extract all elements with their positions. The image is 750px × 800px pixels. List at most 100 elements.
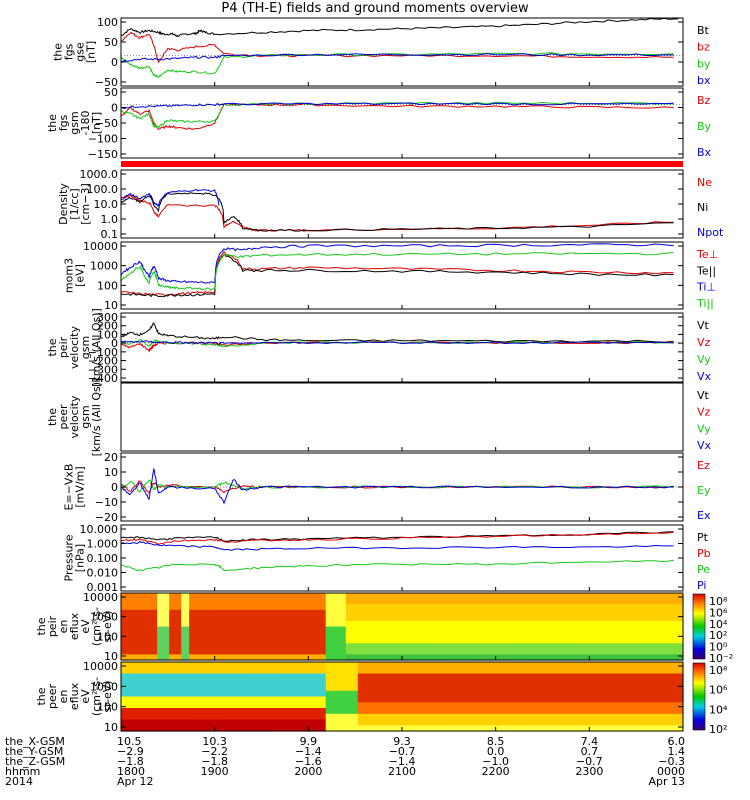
colorbar-label: 10² [709, 723, 727, 736]
y-tick-label: 10 [104, 721, 118, 734]
y-tick-label: 0.001 [87, 581, 119, 594]
y-axis-label-line: peir [46, 615, 59, 637]
y-axis-label-line: velocity [68, 326, 81, 369]
y-tick-label: 50 [104, 36, 118, 49]
legend-Vy: Vy [697, 422, 711, 435]
y-axis-label-line: the [46, 114, 59, 132]
series-line-Pe [120, 559, 674, 572]
x-axis-tick-label: 2300 [575, 765, 603, 778]
y-axis-label-line: gse [74, 42, 87, 62]
y-tick-label: 10 [104, 299, 118, 312]
series-line-Npot [120, 188, 220, 207]
y-axis-label-line: [km/s (All Qs)] [90, 378, 103, 457]
legend-Ex: Ex [697, 509, 711, 522]
y-tick-label: −150 [88, 148, 118, 161]
y-axis-label-line: peir [57, 336, 70, 358]
panel-frame [120, 169, 684, 239]
y-axis-label-line: velocity [68, 395, 81, 438]
series-line-by [120, 52, 674, 78]
x-axis-tick-label: 9.9 [300, 735, 318, 748]
x-axis-row-label: the_X-GSM [5, 735, 65, 748]
y-axis-label-line: sr-eV) [101, 680, 114, 712]
series-line-Pb [120, 531, 674, 545]
y-tick-label: 10000 [83, 240, 118, 253]
legend-bx: bx [697, 74, 711, 87]
legend-Pt: Pt [697, 531, 709, 544]
x-axis-tick-label: −1.6 [295, 755, 322, 768]
panel-5: 3002001000−100−200−300−400thepeirvelocit… [46, 308, 712, 387]
legend-Ni: Ni [697, 201, 708, 214]
x-axis-tick-label: Apr 13 [648, 775, 685, 788]
x-axis-tick-label: −2.9 [117, 745, 144, 758]
y-axis-label-line: gsm [79, 405, 92, 428]
x-axis-tick-label: −1.4 [389, 755, 416, 768]
y-axis-label-line: fgs [63, 43, 76, 60]
y-tick-label: −300 [88, 363, 118, 376]
series-line-Bz [120, 103, 674, 130]
series-line-Vx [120, 340, 674, 345]
colorbar-label: 10⁻² [709, 652, 733, 665]
y-tick-label: 100 [97, 279, 118, 292]
x-axis-footer: the_X-GSMthe_Y-GSMthe_Z-GSMhhmm201410.5−… [5, 735, 685, 788]
y-tick-label: 100.0 [87, 183, 119, 196]
x-axis-tick-label: −1.8 [117, 755, 144, 768]
y-axis-label-line: -180 [79, 111, 92, 136]
series-line-Vt [120, 322, 674, 343]
series-line-Ti|| [120, 252, 674, 291]
legend-Ne: Ne [697, 176, 712, 189]
y-tick-label: 10 [104, 466, 118, 479]
legend-Pe: Pe [697, 563, 710, 576]
y-axis-label: Pressure[nPa] [63, 534, 87, 581]
colorbar-scale [692, 593, 706, 660]
y-tick-label: 1.0 [101, 213, 119, 226]
figure-title: P4 (TH-E) fields and ground moments over… [221, 1, 529, 16]
x-axis-row-label: hhmm [5, 765, 40, 778]
legend-Vz: Vz [697, 336, 711, 349]
x-axis-tick-label: 1900 [201, 765, 229, 778]
x-axis-tick-label: 2000 [294, 765, 322, 778]
y-tick-label: 20 [104, 451, 118, 464]
y-axis-label-line: the [52, 43, 65, 61]
y-axis-label-line: [nT] [85, 41, 98, 63]
panel-4: 10000 1000 100 10 mom3[eV] Te⊥ Te|| Ti⊥ Ti|| [63, 240, 719, 312]
y-axis-label-line: eflux [68, 612, 81, 640]
x-axis-tick-label: 9.3 [393, 735, 411, 748]
x-axis-tick-label: 10.3 [202, 735, 227, 748]
legend-Te||: Te|| [696, 264, 716, 277]
y-axis-label-line: [cm−3] [79, 183, 92, 225]
colorbar-label: 10⁸ [709, 664, 728, 677]
y-axis-label-line: eV [79, 619, 92, 634]
y-axis-label-line: (cm²-s- [90, 607, 103, 646]
y-axis-label-line: sr-eV) [101, 610, 114, 642]
x-axis-tick-label: −1.8 [201, 755, 228, 768]
series-line-Te⊥ [120, 250, 674, 297]
x-axis-tick-label: 6.0 [668, 735, 686, 748]
panel-10: 10⁸ 10⁶ 10⁴ 10² 10000 1000 100 10 thepeereneflux… [35, 660, 728, 736]
y-axis-label-line: en [57, 690, 70, 704]
y-tick-label: 0 [111, 56, 118, 69]
series-line-Pi [120, 540, 674, 551]
panel-7: 20 10 0 −10 −20 E=−VxB[mV/m] Ez Ey Ex [63, 451, 711, 524]
y-tick-label: 0.010 [87, 567, 119, 580]
y-tick-label: 100 [97, 701, 118, 714]
y-axis-label-line: [eV] [74, 264, 87, 287]
x-axis-tick-label: 2100 [388, 765, 416, 778]
y-tick-label: 1.000 [87, 538, 119, 551]
y-tick-label: −50 [95, 76, 118, 89]
y-tick-label: −50 [95, 117, 118, 130]
spectrogram [121, 593, 684, 661]
x-axis-tick-label: −1.4 [295, 745, 322, 758]
colorbar: 10⁸ 10⁶ 10⁴ 10² [692, 662, 728, 736]
legend-Pb: Pb [697, 547, 711, 560]
legend-Ti⊥: Ti⊥ [696, 281, 716, 294]
series-line-Bx [120, 102, 674, 110]
y-tick-label: 10.000 [80, 523, 119, 536]
panel-frame [120, 382, 684, 452]
y-axis-label-line: the [35, 687, 48, 705]
